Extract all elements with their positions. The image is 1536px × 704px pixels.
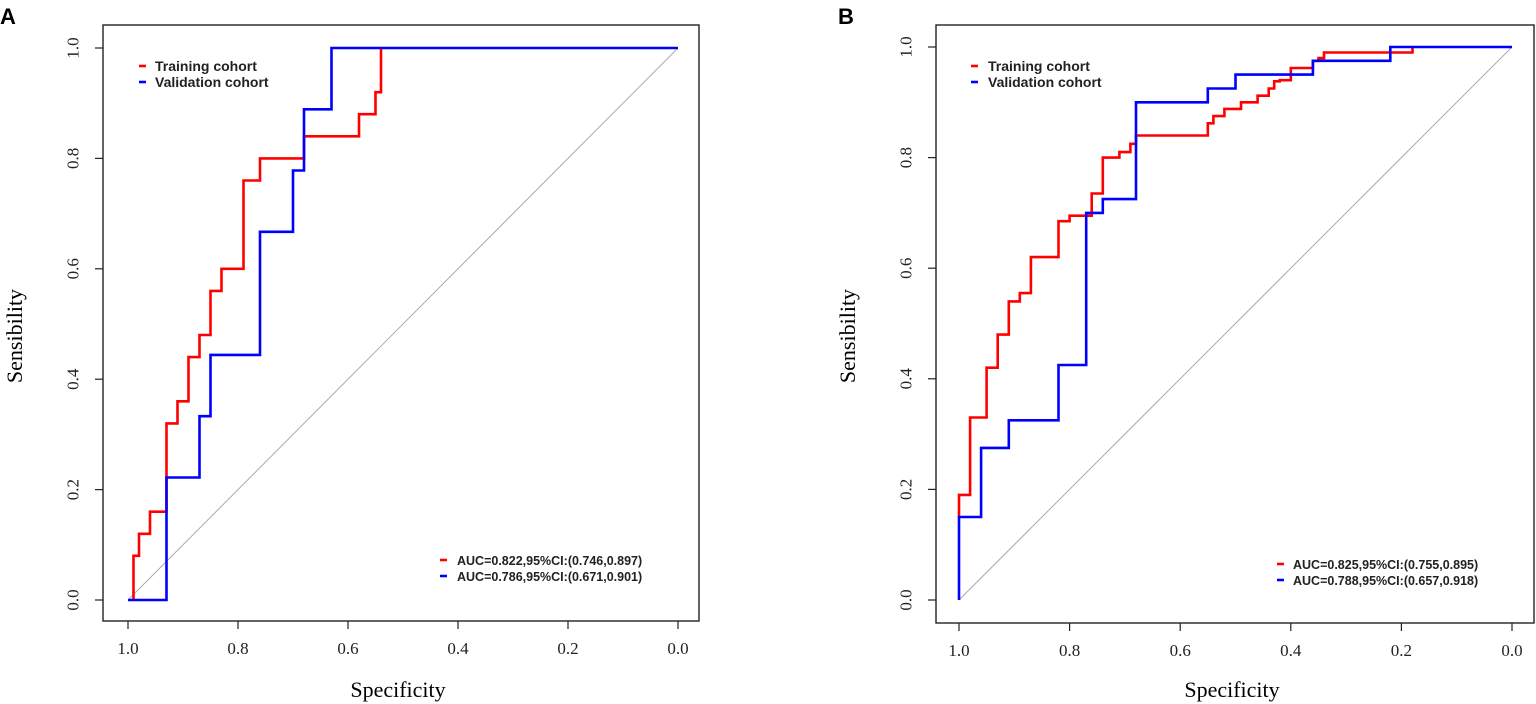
x-axis-title: Specificity bbox=[350, 677, 445, 702]
y-axis-title: Sensibility bbox=[2, 289, 27, 383]
axis-ticks: 1.0 0.8 0.6 0.4 0.2 0.0 0.0 0.2 0.4 0.6 0.8 1.0 bbox=[64, 37, 689, 658]
y-tick-label: 1.0 bbox=[64, 37, 83, 58]
y-tick-label: 0.4 bbox=[897, 368, 916, 390]
roc-panel-b: B 1.0 0.8 0.6 0.4 0.2 0.0 0.0 0.2 0.4 0.6 0.8 1.0 T… bbox=[835, 4, 1535, 702]
panel-label-a: A bbox=[0, 4, 16, 29]
x-tick-label: 0.8 bbox=[227, 639, 248, 658]
axis-ticks: 1.0 0.8 0.6 0.4 0.2 0.0 0.0 0.2 0.4 0.6 0.8 1.0 bbox=[897, 36, 1523, 660]
roc-curve-validation bbox=[128, 46, 678, 602]
auc-legend: AUC=0.822,95%CI:(0.746,0.897) AUC=0.786,… bbox=[440, 554, 642, 584]
y-tick-label: 0.8 bbox=[897, 147, 916, 168]
auc-legend: AUC=0.825,95%CI:(0.755,0.895) AUC=0.788,… bbox=[1277, 558, 1478, 588]
x-tick-label: 0.0 bbox=[1501, 641, 1522, 660]
reference-diagonal bbox=[958, 46, 1513, 601]
roc-curve-validation bbox=[957, 45, 1512, 600]
y-tick-label: 0.2 bbox=[897, 479, 916, 500]
legend: Training cohort Validation cohort bbox=[971, 58, 1102, 90]
x-tick-label: 0.0 bbox=[667, 639, 688, 658]
x-tick-label: 0.4 bbox=[1280, 641, 1302, 660]
legend-label-training: Training cohort bbox=[988, 58, 1090, 74]
x-tick-label: 1.0 bbox=[948, 641, 969, 660]
auc-label-training: AUC=0.825,95%CI:(0.755,0.895) bbox=[1293, 558, 1478, 572]
y-tick-label: 0.6 bbox=[64, 258, 83, 279]
x-tick-label: 0.6 bbox=[1170, 641, 1191, 660]
x-tick-label: 1.0 bbox=[117, 639, 138, 658]
y-tick-label: 0.4 bbox=[64, 368, 83, 390]
panel-label-b: B bbox=[838, 4, 854, 29]
y-tick-label: 1.0 bbox=[897, 36, 916, 57]
reference-diagonal bbox=[127, 47, 679, 601]
roc-curve-training bbox=[132, 48, 383, 600]
roc-curves bbox=[957, 45, 1512, 600]
auc-label-training: AUC=0.822,95%CI:(0.746,0.897) bbox=[457, 554, 642, 568]
y-tick-label: 0.0 bbox=[64, 589, 83, 610]
x-axis-title: Specificity bbox=[1184, 677, 1279, 702]
x-tick-label: 0.8 bbox=[1059, 641, 1080, 660]
auc-label-validation: AUC=0.788,95%CI:(0.657,0.918) bbox=[1293, 574, 1478, 588]
y-axis-title: Sensibility bbox=[835, 289, 860, 383]
auc-label-validation: AUC=0.786,95%CI:(0.671,0.901) bbox=[457, 570, 642, 584]
plot-frame bbox=[102, 24, 700, 622]
y-tick-label: 0.2 bbox=[64, 479, 83, 500]
roc-panel-a: A 1.0 0.8 0.6 0.4 0.2 0.0 0.0 0.2 0.4 0.6 0.8 1.0 T… bbox=[0, 4, 700, 702]
y-tick-label: 0.6 bbox=[897, 258, 916, 279]
roc-curve-training bbox=[957, 47, 1414, 517]
y-tick-label: 0.0 bbox=[897, 589, 916, 610]
legend-label-validation: Validation cohort bbox=[155, 74, 269, 90]
y-tick-label: 0.8 bbox=[64, 148, 83, 169]
plot-frame bbox=[935, 24, 1535, 624]
x-tick-label: 0.2 bbox=[1391, 641, 1412, 660]
legend-label-validation: Validation cohort bbox=[988, 74, 1102, 90]
x-tick-label: 0.2 bbox=[557, 639, 578, 658]
x-tick-label: 0.6 bbox=[337, 639, 358, 658]
roc-curves bbox=[128, 46, 678, 602]
legend: Training cohort Validation cohort bbox=[139, 58, 269, 90]
x-tick-label: 0.4 bbox=[447, 639, 469, 658]
legend-label-training: Training cohort bbox=[155, 58, 257, 74]
